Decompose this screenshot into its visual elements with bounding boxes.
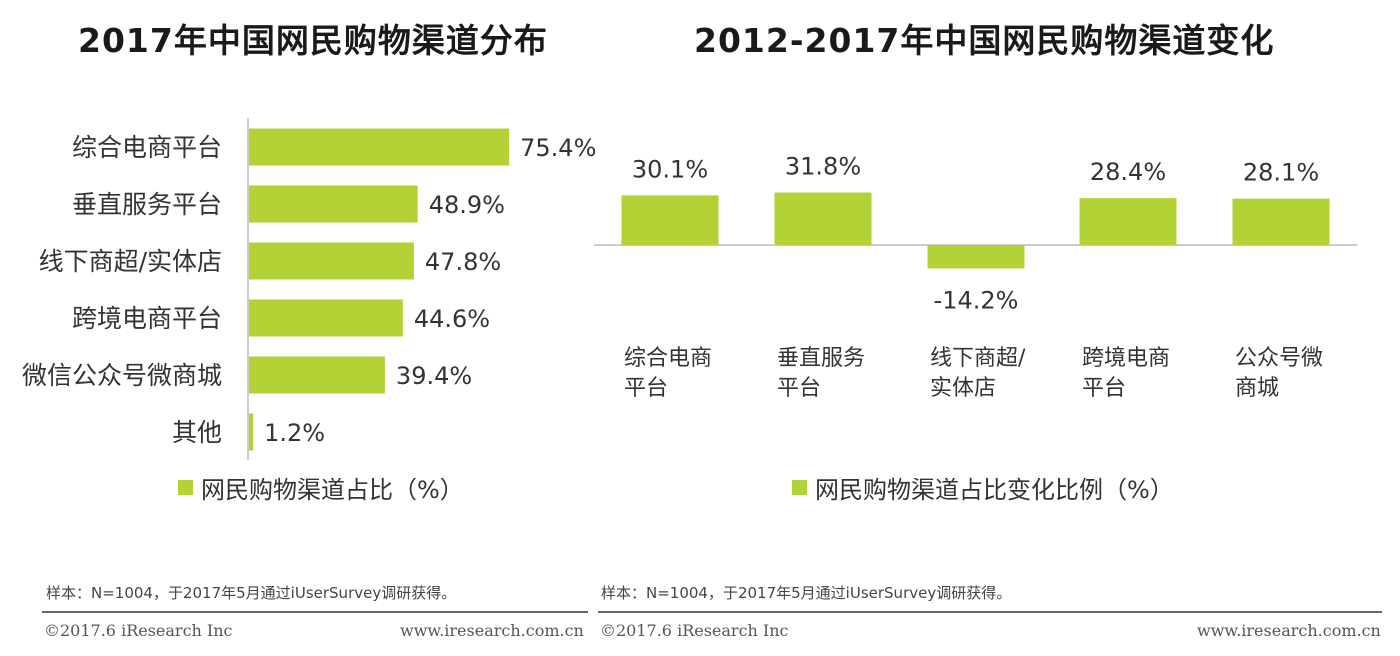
right-category-label: 平台 [624, 376, 668, 401]
right-bar [927, 245, 1025, 269]
left-category-label: 垂直服务平台 [72, 190, 222, 219]
left-value-label: 44.6% [414, 305, 490, 333]
left-category-label: 线下商超/实体店 [39, 247, 222, 276]
right-bar [1079, 198, 1177, 245]
left-bar [249, 356, 385, 394]
left-footer-divider [42, 611, 588, 613]
left-value-label: 39.4% [396, 362, 472, 390]
right-legend-label: 网民购物渠道占比变化比例（%） [815, 476, 1174, 504]
left-value-label: 75.4% [520, 134, 596, 162]
left-value-label: 1.2% [264, 419, 325, 447]
left-bar [249, 128, 510, 166]
left-legend-label: 网民购物渠道占比（%） [201, 476, 464, 504]
right-copyright: ©2017.6 iResearch Inc [600, 621, 789, 640]
right-legend: 网民购物渠道占比变化比例（%） [792, 470, 1174, 505]
right-category-label: 公众号微 [1235, 346, 1323, 371]
right-footer-divider [598, 611, 1382, 613]
left-bar [249, 242, 414, 280]
right-category-label: 平台 [1082, 376, 1126, 401]
right-bar [621, 195, 719, 245]
right-category-label: 商城 [1235, 376, 1279, 401]
left-legend-swatch [178, 480, 193, 495]
right-value-label: 30.1% [632, 155, 708, 183]
right-website: www.iresearch.com.cn [1197, 621, 1381, 640]
right-legend-swatch [792, 480, 807, 495]
right-value-label: -14.2% [934, 286, 1019, 314]
left-category-label: 微信公众号微商城 [22, 361, 222, 390]
right-bar [1232, 198, 1330, 245]
left-value-label: 47.8% [425, 248, 501, 276]
right-chart-title: 2012-2017年中国网民购物渠道变化 [694, 21, 1275, 60]
left-category-label: 综合电商平台 [72, 133, 222, 162]
left-bar [249, 299, 403, 337]
left-category-label: 其他 [172, 418, 222, 447]
right-sample-note: 样本：N=1004，于2017年5月通过iUserSurvey调研获得。 [601, 584, 1012, 602]
left-value-label: 48.9% [429, 191, 505, 219]
left-legend: 网民购物渠道占比（%） [178, 470, 464, 505]
left-bar [249, 185, 418, 223]
left-website: www.iresearch.com.cn [400, 621, 584, 640]
right-category-label: 跨境电商 [1082, 346, 1170, 371]
left-copyright: ©2017.6 iResearch Inc [44, 621, 233, 640]
left-sample-note: 样本：N=1004，于2017年5月通过iUserSurvey调研获得。 [46, 584, 457, 602]
right-category-label: 线下商超/ [930, 346, 1026, 371]
right-value-label: 28.1% [1243, 159, 1319, 187]
left-bar [249, 413, 254, 451]
right-value-label: 31.8% [785, 153, 861, 181]
right-category-label: 综合电商 [624, 346, 712, 371]
right-category-label: 平台 [777, 376, 821, 401]
right-category-label: 实体店 [930, 376, 996, 401]
left-category-label: 跨境电商平台 [72, 304, 222, 333]
left-chart-title: 2017年中国网民购物渠道分布 [78, 21, 548, 60]
right-value-label: 28.4% [1090, 158, 1166, 186]
right-category-label: 垂直服务 [777, 346, 865, 371]
right-bar [774, 192, 872, 245]
